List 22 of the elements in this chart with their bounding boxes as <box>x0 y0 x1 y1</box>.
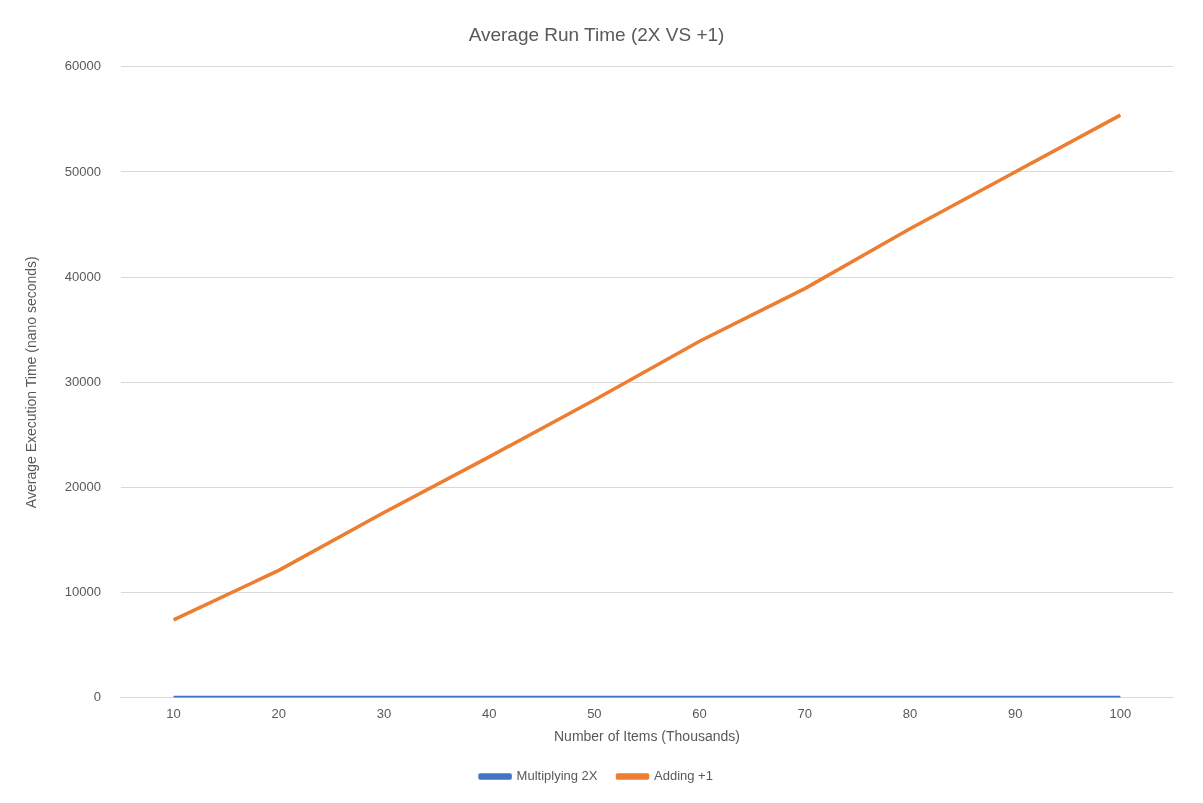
chart-title: Average Run Time (2X VS +1) <box>468 23 725 45</box>
y-tick-label: 10000 <box>64 584 101 600</box>
x-tick-label: 90 <box>1007 705 1023 721</box>
legend-label: Adding +1 <box>654 768 713 784</box>
y-tick-label: 60000 <box>64 58 101 74</box>
legend-label: Multiplying 2X <box>516 768 598 784</box>
y-tick-label: 0 <box>93 689 101 705</box>
x-tick-label: 10 <box>166 705 181 721</box>
x-tick-label: 20 <box>271 705 286 721</box>
y-tick-label: 30000 <box>64 373 101 389</box>
x-tick-label: 50 <box>587 705 602 721</box>
y-axis-title: Average Execution Time (nano seconds) <box>23 256 40 509</box>
y-tick-label: 40000 <box>64 268 101 284</box>
x-tick-label: 70 <box>797 705 813 721</box>
y-tick-label: 50000 <box>64 163 101 179</box>
y-tick-label: 20000 <box>64 478 101 494</box>
x-tick-label: 60 <box>692 705 707 721</box>
x-tick-label: 80 <box>902 705 918 721</box>
x-axis-title: Number of Items (Thousands) <box>553 728 740 745</box>
x-tick-label: 40 <box>481 705 497 721</box>
x-tick-label: 100 <box>1109 705 1132 721</box>
x-tick-label: 30 <box>376 705 392 721</box>
